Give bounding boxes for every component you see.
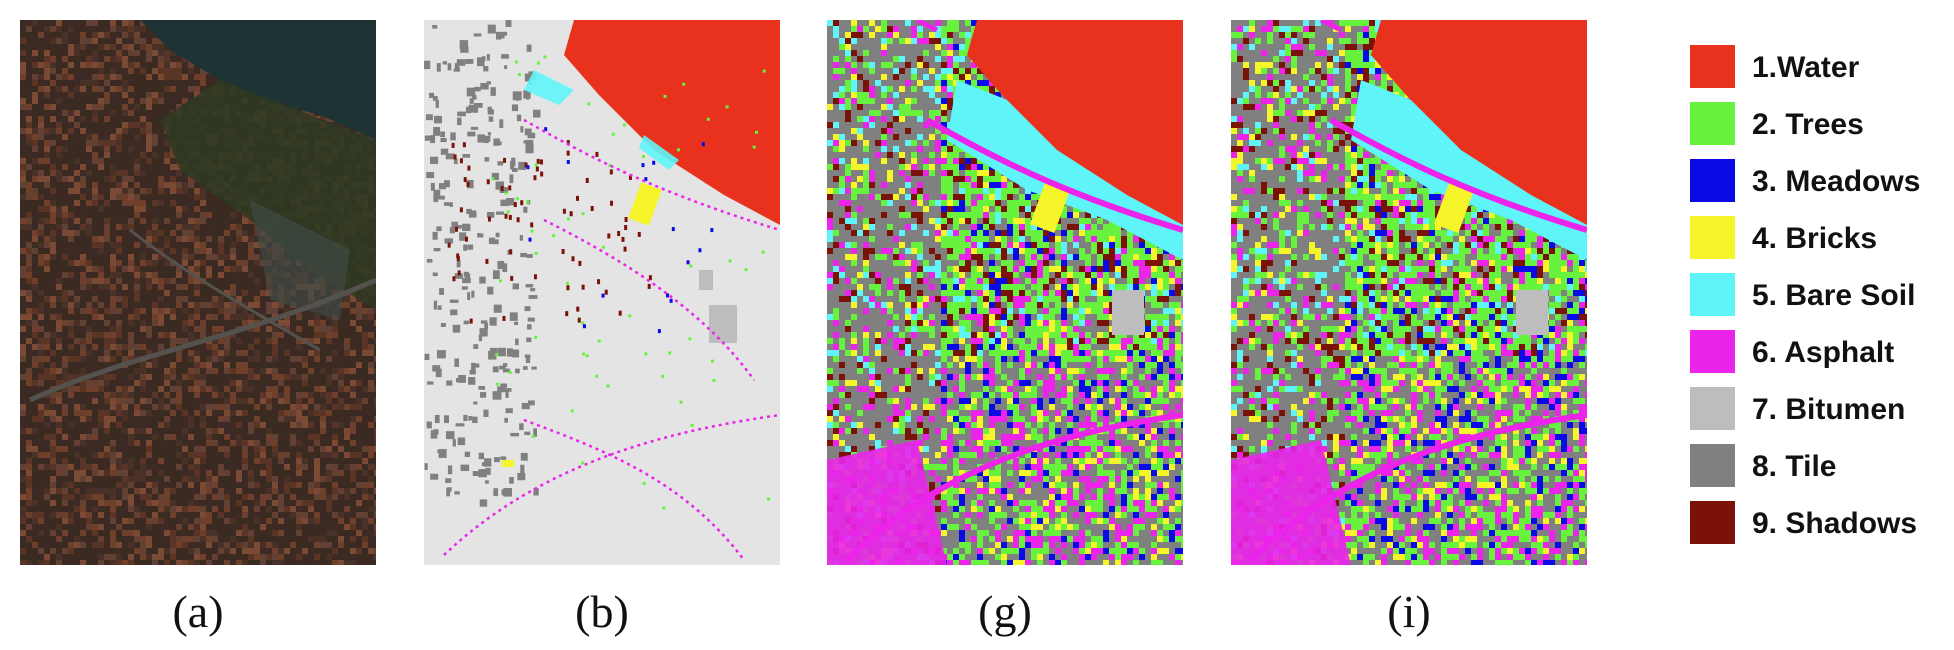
aerial-image — [20, 20, 376, 565]
classification-map-i — [1231, 20, 1587, 565]
legend-label-water: 1.Water — [1752, 51, 1860, 84]
legend-swatch-tile — [1690, 444, 1735, 487]
aerial-image-panel — [20, 20, 376, 565]
legend-label-tile: 8. Tile — [1752, 450, 1837, 483]
legend-label-bare-soil: 5. Bare Soil — [1752, 279, 1916, 312]
legend-swatch-trees — [1690, 102, 1735, 145]
ground-truth-map — [424, 20, 780, 565]
classification-map-i-panel — [1231, 20, 1587, 565]
legend-label-trees: 2. Trees — [1752, 108, 1864, 141]
legend-swatch-meadows — [1690, 159, 1735, 202]
legend-label-meadows: 3. Meadows — [1752, 165, 1921, 198]
legend-swatch-bare-soil — [1690, 273, 1735, 316]
legend-swatch-bitumen — [1690, 387, 1735, 430]
classification-map-g — [827, 20, 1183, 565]
caption-b: (b) — [575, 586, 629, 637]
legend-label-bitumen: 7. Bitumen — [1752, 393, 1906, 426]
legend-label-bricks: 4. Bricks — [1752, 222, 1878, 255]
caption-g: (g) — [978, 586, 1032, 637]
classification-map-g-panel — [827, 20, 1183, 565]
legend-swatch-bricks — [1690, 216, 1735, 259]
caption-a: (a) — [172, 586, 224, 637]
caption-i: (i) — [1387, 586, 1431, 637]
ground-truth-panel — [424, 20, 780, 565]
legend-swatch-asphalt — [1690, 330, 1735, 373]
legend-swatch-shadows — [1690, 501, 1735, 544]
legend-swatch-water — [1690, 45, 1735, 88]
legend-label-shadows: 9. Shadows — [1752, 507, 1918, 540]
legend-label-asphalt: 6. Asphalt — [1752, 336, 1895, 369]
